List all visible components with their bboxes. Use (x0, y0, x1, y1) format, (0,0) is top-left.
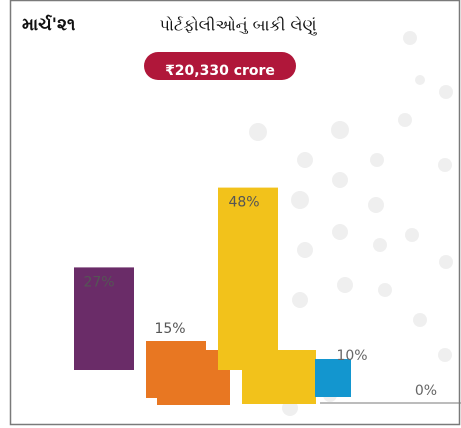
bar (146, 341, 206, 398)
frame (9, 0, 461, 426)
period-label: માર્ચ'૨૧ (22, 14, 75, 35)
bar (218, 187, 278, 370)
value-label: 0% (415, 383, 437, 399)
background-dots (249, 31, 453, 416)
total-label: ₹20,330 crore (165, 63, 275, 79)
bar (74, 267, 134, 370)
value-label: 10% (336, 348, 367, 364)
value-label: 15% (154, 321, 185, 337)
total-pill (144, 52, 296, 80)
chart-title: પોર્ટફોલીઓનું બાકી લેણું (160, 15, 318, 36)
value-label: 48% (228, 195, 259, 211)
bar (315, 359, 351, 397)
value-label: 27% (83, 274, 114, 290)
